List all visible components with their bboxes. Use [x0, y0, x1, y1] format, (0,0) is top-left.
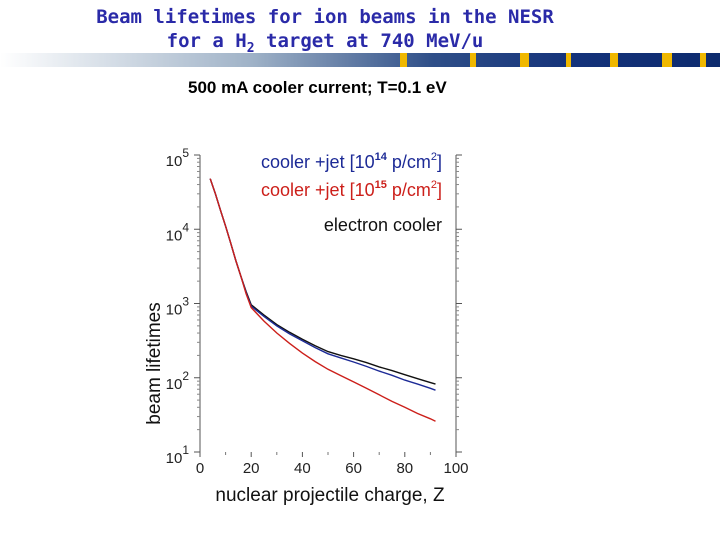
y-tick-base: 10 — [166, 302, 183, 319]
y-tick-label: 104 — [166, 220, 190, 244]
x-tick-label: 60 — [345, 460, 362, 477]
legend-sup: 14 — [375, 151, 388, 163]
series-line-2 — [209, 178, 436, 422]
series-layer — [209, 178, 436, 422]
y-tick-label: 102 — [166, 369, 190, 393]
x-tick-label: 0 — [196, 460, 204, 477]
y-tick-base: 10 — [166, 153, 183, 170]
legend-sup2: 2 — [431, 179, 437, 191]
y-tick-exp: 2 — [182, 369, 189, 383]
x-tick-label: 20 — [243, 460, 260, 477]
y-tick-exp: 4 — [182, 220, 189, 234]
labels: nuclear projectile charge, Z beam lifetim… — [144, 302, 445, 506]
legend-entry-1: cooler +jet [1015 p/cm2] — [261, 179, 442, 200]
y-tick-exp: 3 — [182, 295, 189, 309]
legend-close: ] — [437, 180, 442, 200]
x-tick-label: 80 — [396, 460, 413, 477]
legend-sup2: 2 — [431, 151, 437, 163]
chart-subtitle: 500 mA cooler current; T=0.1 eV — [188, 78, 447, 97]
y-tick-exp: 5 — [182, 146, 189, 160]
y-tick-label: 105 — [166, 146, 190, 170]
legend: cooler +jet [1014 p/cm2]cooler +jet [101… — [261, 151, 442, 235]
y-tick-base: 10 — [166, 376, 183, 393]
x-axis-title: nuclear projectile charge, Z — [215, 485, 445, 506]
legend-text: cooler +jet [10 — [261, 152, 375, 172]
legend-close: ] — [437, 152, 442, 172]
legend-sup: 15 — [375, 179, 387, 191]
decorative-gradient-band — [0, 53, 720, 67]
y-tick-exp: 1 — [182, 443, 189, 457]
title-line-2-post: target at 740 MeV/u — [254, 30, 484, 52]
y-axis-title: beam lifetimes — [144, 302, 165, 425]
y-tick-label: 101 — [166, 443, 190, 467]
legend-text: electron cooler — [324, 215, 442, 235]
legend-entry-0: cooler +jet [1014 p/cm2] — [261, 151, 442, 172]
series-line-0 — [209, 178, 436, 385]
page-title: Beam lifetimes for ion beams in the NESR… — [0, 5, 650, 61]
y-tick-base: 10 — [166, 227, 183, 244]
y-tick-base: 10 — [166, 450, 183, 467]
title-line-2-sub: 2 — [246, 40, 255, 56]
legend-text: cooler +jet [10 — [261, 180, 375, 200]
legend-unit: p/cm — [387, 180, 431, 200]
legend-unit: p/cm — [387, 152, 431, 172]
x-tick-label: 100 — [443, 460, 468, 477]
legend-entry-2: electron cooler — [324, 215, 442, 235]
title-line-2-pre: for a H — [166, 30, 247, 52]
title-line-2: for a H2 target at 740 MeV/u — [0, 29, 650, 61]
x-tick-label: 40 — [294, 460, 311, 477]
y-tick-label: 103 — [166, 295, 190, 319]
title-line-1: Beam lifetimes for ion beams in the NESR — [96, 6, 554, 28]
